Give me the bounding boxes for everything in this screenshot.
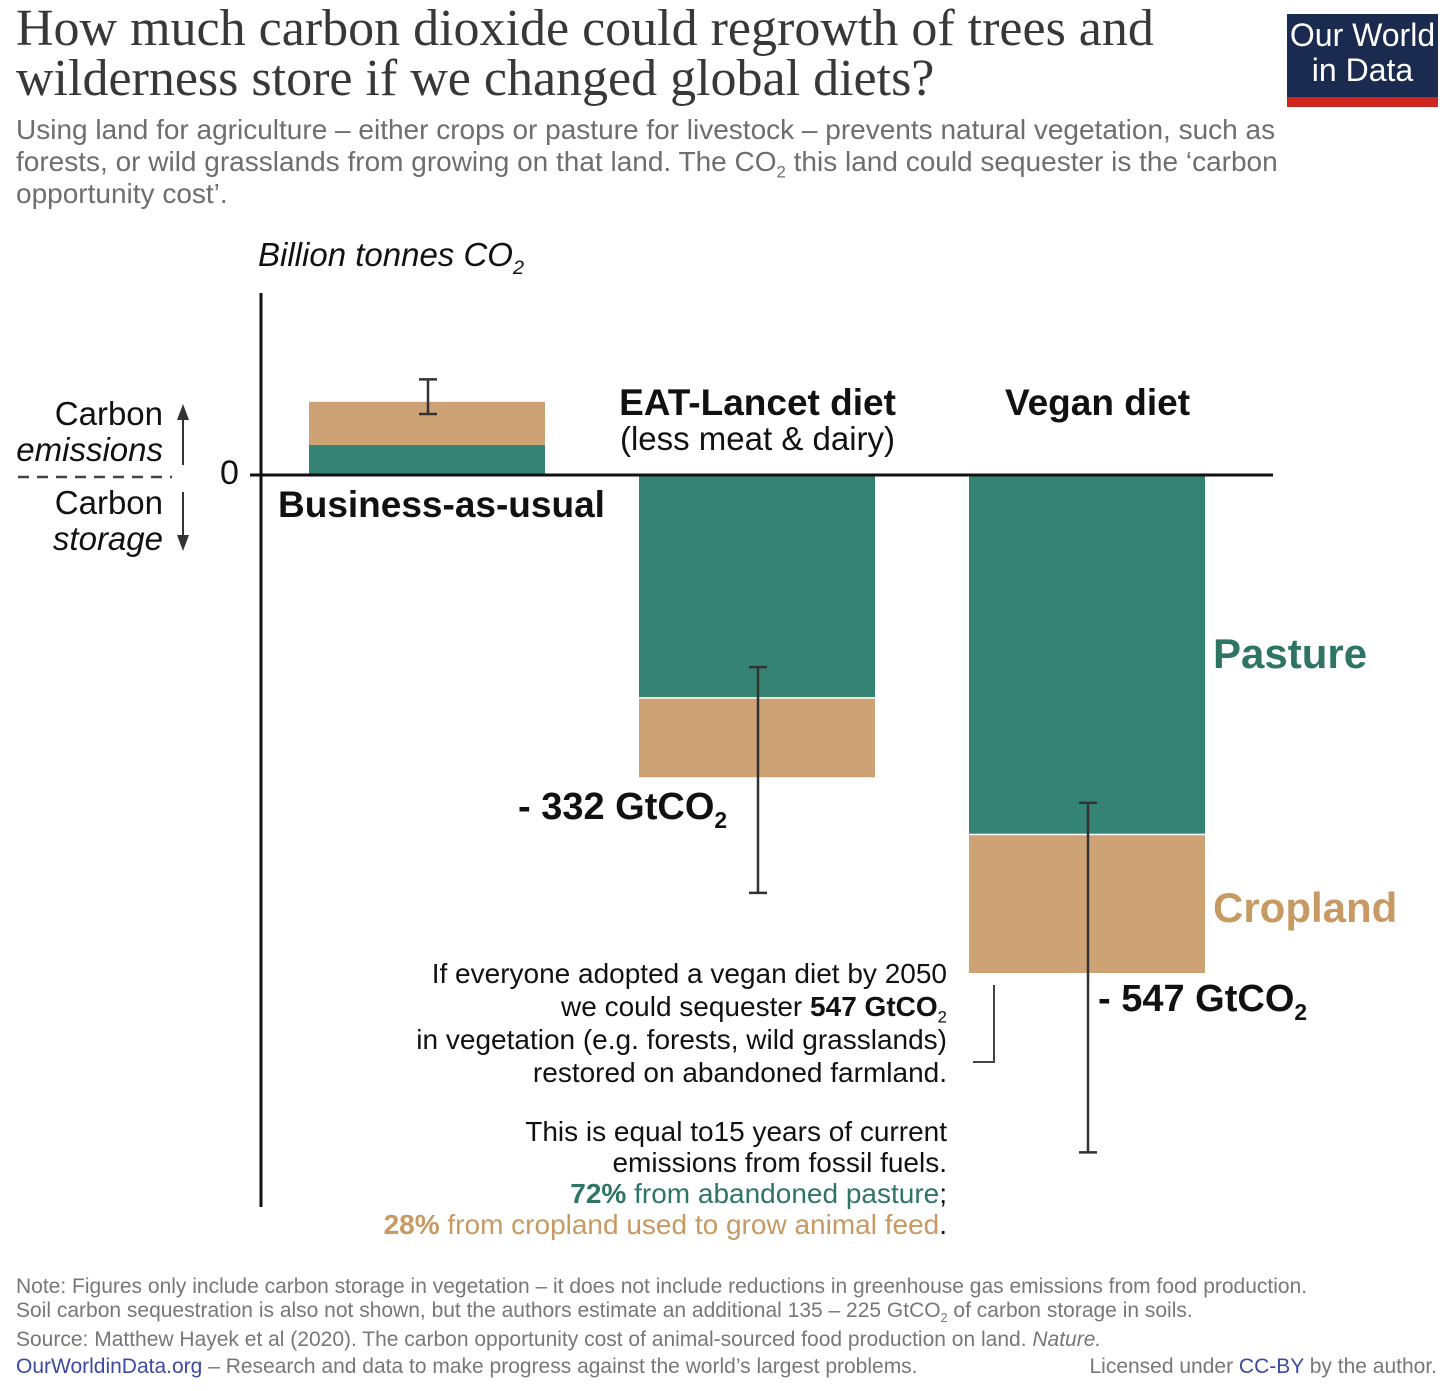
value-label-vegan: - 547 GtCO2 [1098,978,1307,1024]
annotation-line: emissions from fossil fuels. [612,1147,947,1178]
arrow-up-icon [177,404,189,465]
annotation-block: If everyone adopted a vegan diet by 2050… [416,957,947,1089]
pasture-pct: 72% [570,1178,627,1209]
chart-title: How much carbon dioxide could regrowth o… [16,0,1154,107]
note-text: of carbon storage in soils. [947,1299,1193,1322]
subtitle-sub: 2 [776,162,786,182]
source-journal: Nature. [1032,1328,1102,1351]
note-line: Soil carbon sequestration is also not sh… [16,1299,1307,1326]
annotation-line: in vegetation (e.g. forests, wild grassl… [416,1024,947,1055]
legend-cropland: Cropland [1213,884,1398,931]
emissions-label: Carbon emissions [16,396,163,468]
value-label-eat-lancet: - 332 GtCO2 [518,786,727,832]
category-label-bau: Business-as-usual [278,484,605,525]
footer-source: Source: Matthew Hayek et al (2020). The … [16,1328,1101,1352]
side-label-line: emissions [16,431,163,468]
side-label-line: storage [52,520,163,557]
annotation-text: we could sequester [561,991,811,1022]
annotation-sub: 2 [937,1007,947,1027]
annotation-bold: 547 GtCO [810,991,938,1022]
error-bar-2 [1079,801,1097,1154]
y-axis-label-text: Billion tonnes CO [258,236,513,273]
error-bar-0 [419,378,437,416]
error-bar-1 [749,665,767,895]
annotation-line: restored on abandoned farmland. [532,1057,947,1088]
category-sublabel-eat-lancet: (less meat & dairy) [619,420,896,457]
side-label-line: Carbon [54,484,163,521]
footer-note: Note: Figures only include carbon storag… [16,1275,1308,1326]
category-label-eat-lancet: EAT-Lancet diet [619,382,896,423]
zero-tick-label: 0 [220,454,239,492]
annotation-text: from abandoned pasture [626,1178,940,1209]
value-text: - 332 GtCO [518,786,715,828]
value-text: - 547 GtCO [1098,978,1295,1020]
license-text: Licensed under [1089,1355,1239,1378]
side-label-line: Carbon [54,395,163,432]
chart-subtitle: Using land for agriculture – either crop… [16,114,1346,210]
footer-license: Licensed under CC-BY by the author. [1089,1355,1437,1379]
annotation-block-2: This is equal to15 years of current emis… [384,1116,947,1240]
bar-pasture-0 [309,444,545,475]
tagline: – Research and data to make progress aga… [202,1355,918,1378]
license-link[interactable]: CC-BY [1238,1355,1304,1378]
source-text: Source: Matthew Hayek et al (2020). The … [16,1328,1033,1351]
annotation-text: . [939,1209,947,1240]
logo-line: Our World [1289,17,1436,53]
legend-pasture: Pasture [1213,630,1368,677]
category-label-vegan: Vegan diet [1004,382,1191,423]
value-sub: 2 [714,807,728,834]
arrow-down-icon [177,492,189,551]
value-sub: 2 [1294,999,1308,1026]
annotation-line: If everyone adopted a vegan diet by 2050 [431,958,947,989]
annotation-bracket [973,985,995,1063]
y-axis-label: Billion tonnes CO2 [258,236,524,278]
logo-line: in Data [1311,52,1414,88]
annotation-text: ; [939,1178,947,1209]
annotation-line: 28% from cropland used to grow animal fe… [384,1209,947,1240]
subtitle-text-end: this land could sequester is the ‘carbon… [16,146,1278,209]
annotation-line: This is equal to15 years of current [525,1116,947,1147]
subtitle-text: Using land for agriculture – either crop… [16,114,1276,177]
cropland-pct: 28% [383,1209,440,1240]
license-text: by the author. [1303,1355,1437,1378]
annotation-line: we could sequester 547 GtCO2 [416,990,947,1026]
bar-pasture-2 [969,475,1205,834]
owid-logo[interactable]: Our World in Data [1287,14,1438,107]
note-sub: 2 [940,1311,948,1326]
note-line: Note: Figures only include carbon storag… [16,1275,1308,1298]
annotation-line: 72% from abandoned pasture; [384,1178,947,1209]
storage-label: Carbon storage [53,485,163,557]
note-text: Soil carbon sequestration is also not sh… [16,1299,941,1322]
bar-pasture-1 [639,475,875,698]
footer-site: OurWorldinData.org – Research and data t… [16,1355,918,1379]
owid-link[interactable]: OurWorldinData.org [16,1355,203,1378]
annotation-text: from cropland used to grow animal feed [439,1209,940,1240]
y-axis-label-sub: 2 [512,256,524,279]
